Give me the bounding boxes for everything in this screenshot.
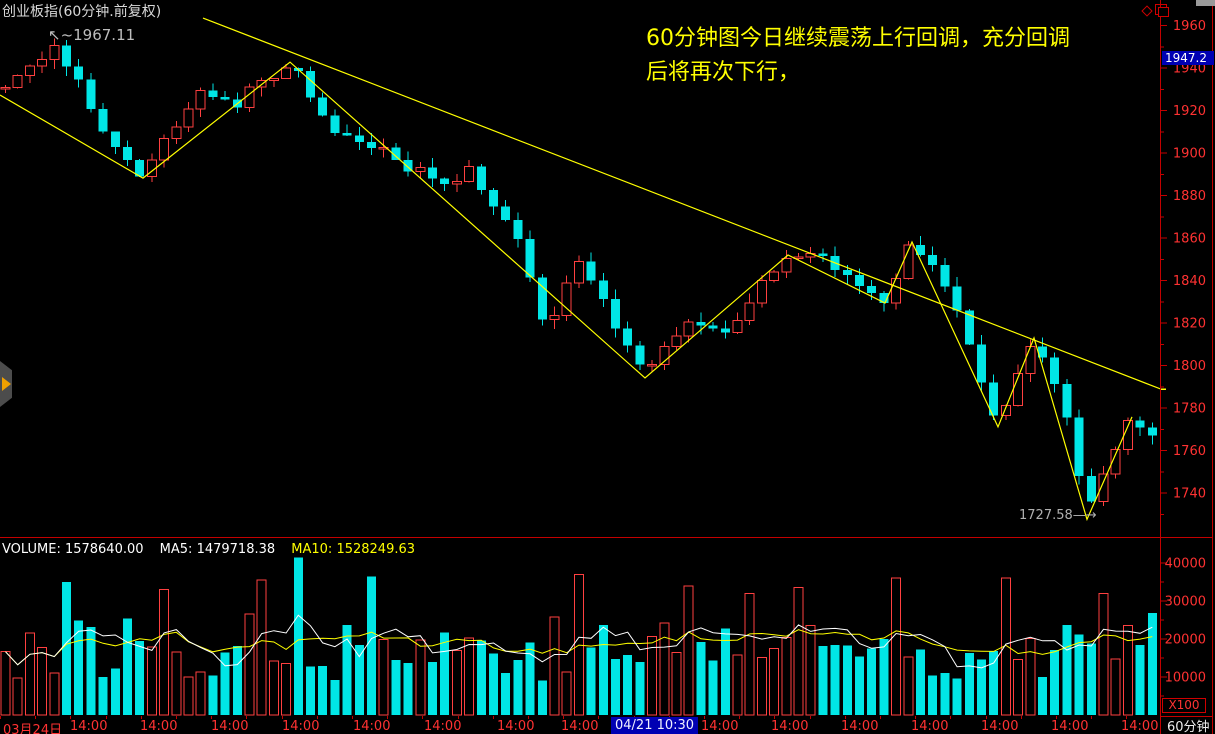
time-axis[interactable]: 03月24日 14:00 14:00 14:00 14:00 14:00 14:00 14:0…	[0, 716, 1160, 734]
time-tick	[1021, 716, 1022, 719]
price-tick-label: 1940	[1173, 62, 1206, 77]
analyst-note-line1: 60分钟图今日继续震荡上行回调，充分回调	[646, 26, 1070, 51]
volume-chart[interactable]	[0, 537, 1160, 716]
price-tick-label: 1800	[1173, 359, 1206, 374]
time-tick-label: 14:00	[424, 719, 462, 734]
price-tick-label: 1900	[1173, 147, 1206, 162]
time-tick-label: 14:00	[1121, 719, 1159, 734]
scrollbar-fragment	[1196, 0, 1215, 6]
time-tick	[141, 716, 142, 719]
price-tick-label: 1860	[1173, 232, 1206, 247]
price-tick-label: 1840	[1173, 274, 1206, 289]
time-tick	[704, 716, 705, 719]
time-tick-label: 14:00	[701, 719, 739, 734]
time-tick-label: 14:00	[561, 719, 599, 734]
time-tick	[352, 716, 353, 719]
time-tick	[598, 716, 599, 719]
volume-ma10-value: MA10: 1528249.63	[291, 542, 416, 557]
time-tick	[70, 716, 71, 719]
time-tick	[1056, 716, 1057, 719]
time-tick	[528, 716, 529, 719]
volume-bars	[0, 557, 1157, 716]
time-tick	[1091, 716, 1092, 719]
analyst-note-line2: 后将再次下行，	[646, 60, 801, 85]
time-tick	[845, 716, 846, 719]
price-tick-label: 1760	[1173, 444, 1206, 459]
candlesticks	[0, 38, 1157, 506]
time-tick	[458, 716, 459, 719]
time-tick-label: 14:00	[497, 719, 535, 734]
volume-tick-label: 40000	[1165, 557, 1206, 572]
time-tick-label: 14:00	[911, 719, 949, 734]
volume-unit-label: X100	[1162, 698, 1206, 713]
volume-value: VOLUME: 1578640.00	[2, 542, 144, 557]
time-tick	[422, 716, 423, 719]
time-tick-label: 14:00	[1051, 719, 1089, 734]
trend-zigzag-line	[0, 61, 1133, 522]
price-axis[interactable]: 1960 1940 1920 1900 1880 1860 1840 1820 1800 1780…	[1160, 0, 1213, 734]
time-tick-label: 14:00	[70, 719, 108, 734]
volume-tick-label: 20000	[1165, 633, 1206, 648]
time-tick	[880, 716, 881, 719]
time-tick	[387, 716, 388, 719]
price-tick-label: 1740	[1173, 487, 1206, 502]
swing-high-label: ↖~1967.11	[48, 26, 136, 44]
time-tick	[176, 716, 177, 719]
period-label[interactable]: 60分钟	[1167, 720, 1210, 734]
axis-border-line	[1160, 0, 1161, 734]
volume-ma5-line	[5, 614, 1153, 669]
restore-window-icon[interactable]	[1155, 4, 1169, 17]
price-tick-label: 1960	[1173, 19, 1206, 34]
time-tick-label: 14:00	[841, 719, 879, 734]
time-tick	[563, 716, 564, 719]
time-tick	[739, 716, 740, 719]
volume-ma5-value: MA5: 1479718.38	[159, 542, 276, 557]
volume-tick-label: 10000	[1165, 671, 1206, 686]
price-tick-label: 1920	[1173, 104, 1206, 119]
right-border-line	[1212, 0, 1213, 734]
time-tick-label: 14:00	[981, 719, 1019, 734]
time-tick	[35, 716, 36, 719]
pane-separator-line	[0, 537, 1213, 538]
time-tick	[282, 716, 283, 719]
price-chart[interactable]	[0, 0, 1160, 537]
expand-arrow-icon	[2, 377, 11, 391]
time-tick-label: 14:00	[140, 719, 178, 734]
time-tick-label: 14:00	[282, 719, 320, 734]
price-tick-label: 1820	[1173, 317, 1206, 332]
chart-title: 创业板指(60分钟.前复权)	[2, 4, 162, 20]
time-tick-label: 14:00	[353, 719, 391, 734]
price-tick-label: 1880	[1173, 189, 1206, 204]
time-tick	[211, 716, 212, 719]
time-highlight-badge: 04/21 10:30	[611, 717, 699, 734]
time-tick-label: 14:00	[211, 719, 249, 734]
time-tick	[317, 716, 318, 719]
time-tick	[950, 716, 951, 719]
last-price-badge: 1947.2	[1162, 51, 1214, 65]
time-tick-label: 14:00	[771, 719, 809, 734]
time-tick	[0, 716, 1, 719]
descending-trendline	[202, 17, 1160, 390]
analyst-note: 60分钟图今日继续震荡上行回调，充分回调 后将再次下行，	[646, 22, 1136, 90]
time-tick	[810, 716, 811, 719]
time-tick	[986, 716, 987, 719]
time-tick	[246, 716, 247, 719]
time-tick	[774, 716, 775, 719]
price-tick-label: 1780	[1173, 402, 1206, 417]
time-tick-label: 03月24日	[3, 723, 63, 734]
sidebar-collapse-toggle[interactable]	[0, 361, 12, 407]
volume-tick-label: 30000	[1165, 595, 1206, 610]
time-tick	[106, 716, 107, 719]
swing-low-label: 1727.58—→	[1019, 508, 1097, 523]
time-tick	[1126, 716, 1127, 719]
time-tick	[493, 716, 494, 719]
volume-header: VOLUME: 1578640.00 MA5: 1479718.38 MA10:…	[2, 542, 415, 557]
time-tick	[915, 716, 916, 719]
